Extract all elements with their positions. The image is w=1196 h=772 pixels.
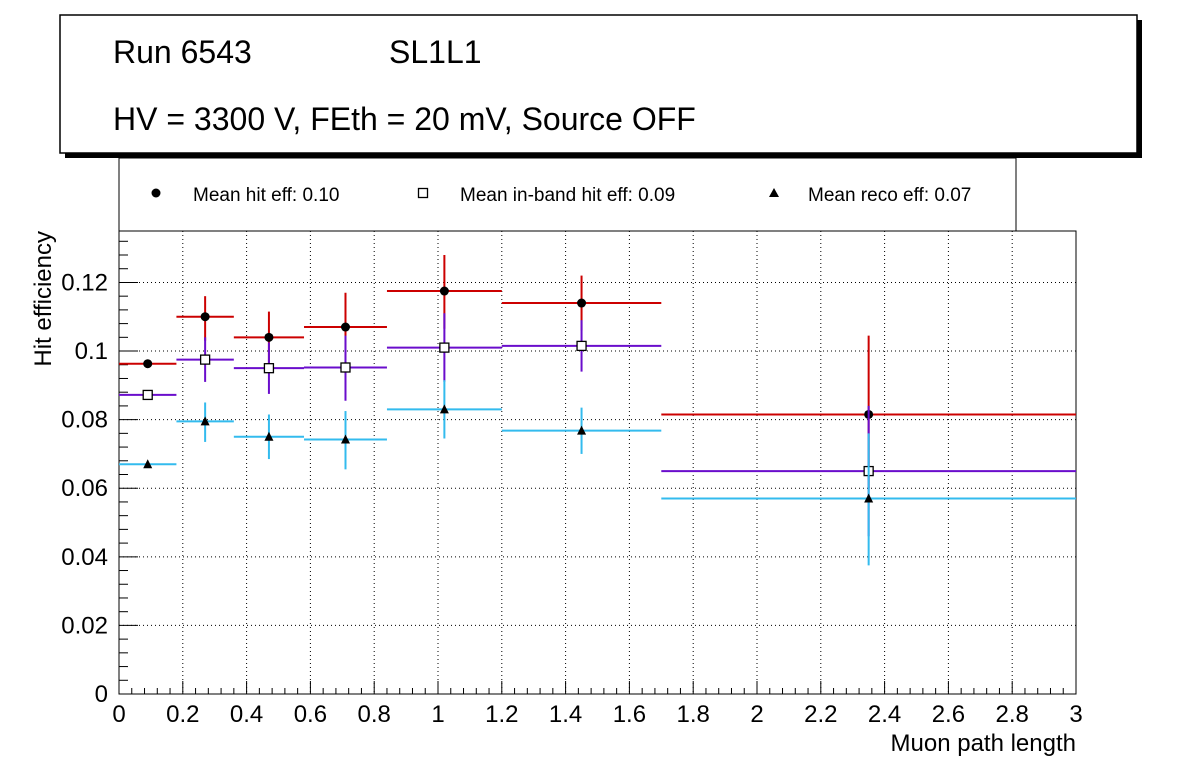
x-tick-label: 1 [431,701,444,728]
x-tick-label: 2 [750,701,763,728]
y-tick-label: 0.1 [75,338,108,365]
axis-ticks [118,240,1077,695]
y-axis-title: Hit efficiency [30,231,57,367]
x-tick-label: 2.4 [868,701,901,728]
plot-frame [118,230,1077,695]
grid [119,231,1076,694]
y-tick-labels: 0 0.02 0.04 0.06 0.08 0.1 0.12 [61,269,108,708]
series-0 [119,255,1076,489]
run-label: Run 6543 [113,34,252,70]
legend-label-inband: Mean in-band hit eff: 0.09 [460,185,675,206]
data-point-triangle [264,431,274,441]
series-2 [119,380,1076,566]
x-tick-label: 1.6 [613,701,646,728]
data-point-square [340,362,351,373]
y-tick-label: 0 [95,681,108,708]
data-series [119,255,1076,566]
y-tick-label: 0.04 [61,544,108,571]
y-tick-label: 0.08 [61,407,108,434]
x-tick-label: 1.2 [485,701,518,728]
legend-label-reco: Mean reco eff: 0.07 [808,185,971,206]
data-point-square [142,389,153,401]
y-tick-label: 0.02 [61,612,108,639]
x-axis-title: Muon path length [891,730,1076,757]
x-tick-label: 2.6 [932,701,965,728]
x-tick-label: 2.2 [804,701,837,728]
header-box: Run 6543 SL1L1 HV = 3300 V, FEth = 20 mV… [59,14,1142,158]
data-point-triangle [340,434,350,444]
data-point-square [263,363,275,374]
x-tick-label: 2.8 [996,701,1029,728]
x-tick-labels: 0 0.2 0.4 0.6 0.8 1 1.2 1.4 1.6 1.8 2 2.2 2.4 2.6 2.8 3 [112,701,1082,728]
x-tick-label: 0.4 [230,701,263,728]
x-tick-label: 3 [1069,701,1082,728]
header-panel [59,14,1138,154]
series-1 [119,313,1076,537]
conditions-label: HV = 3300 V, FEth = 20 mV, Source OFF [113,101,696,137]
x-tick-label: 1.8 [677,701,710,728]
x-tick-label: 0 [112,701,125,728]
data-point-square [576,340,587,352]
x-tick-label: 1.4 [549,701,582,728]
data-point-circle [264,332,274,342]
data-point-circle [340,322,350,332]
data-point-circle [143,359,153,369]
legend: Mean hit eff: 0.10 Mean in-band hit eff:… [118,157,1017,232]
data-point-circle [439,286,449,296]
layer-label: SL1L1 [389,34,482,70]
data-point-triangle [864,493,874,503]
legend-circle-marker [151,188,161,198]
legend-triangle-marker [769,188,779,197]
y-tick-label: 0.06 [61,475,108,502]
data-point-square [439,342,450,353]
x-tick-label: 0.2 [166,701,199,728]
data-point-triangle [143,459,153,469]
x-tick-label: 0.8 [358,701,391,728]
legend-square-marker [417,187,429,199]
data-point-triangle [200,416,210,426]
data-point-circle [200,312,210,322]
data-point-square [199,354,211,365]
data-point-triangle [439,404,449,414]
legend-frame [118,157,1017,232]
data-point-triangle [577,425,587,435]
legend-label-hit: Mean hit eff: 0.10 [193,185,339,206]
y-tick-label: 0.12 [61,269,108,296]
data-point-circle [577,298,587,308]
x-tick-label: 0.6 [294,701,327,728]
